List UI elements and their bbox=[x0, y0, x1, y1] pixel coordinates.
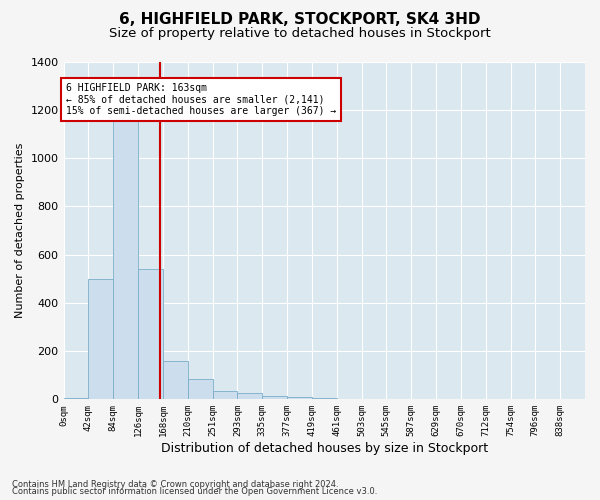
Bar bbox=[113, 105, 138, 400]
Text: Size of property relative to detached houses in Stockport: Size of property relative to detached ho… bbox=[109, 28, 491, 40]
Bar bbox=[64, 398, 88, 400]
Bar bbox=[163, 360, 188, 400]
Bar bbox=[88, 278, 113, 400]
Text: 6 HIGHFIELD PARK: 163sqm
← 85% of detached houses are smaller (2,141)
15% of sem: 6 HIGHFIELD PARK: 163sqm ← 85% of detach… bbox=[66, 83, 336, 116]
Bar bbox=[312, 398, 337, 400]
Text: 6, HIGHFIELD PARK, STOCKPORT, SK4 3HD: 6, HIGHFIELD PARK, STOCKPORT, SK4 3HD bbox=[119, 12, 481, 28]
Bar bbox=[238, 394, 262, 400]
Text: Contains public sector information licensed under the Open Government Licence v3: Contains public sector information licen… bbox=[12, 487, 377, 496]
Bar bbox=[287, 398, 312, 400]
Bar bbox=[262, 396, 287, 400]
X-axis label: Distribution of detached houses by size in Stockport: Distribution of detached houses by size … bbox=[161, 442, 488, 455]
Bar bbox=[138, 269, 163, 400]
Text: Contains HM Land Registry data © Crown copyright and database right 2024.: Contains HM Land Registry data © Crown c… bbox=[12, 480, 338, 489]
Bar bbox=[212, 391, 238, 400]
Bar bbox=[337, 398, 362, 400]
Bar bbox=[188, 379, 212, 400]
Y-axis label: Number of detached properties: Number of detached properties bbox=[15, 142, 25, 318]
